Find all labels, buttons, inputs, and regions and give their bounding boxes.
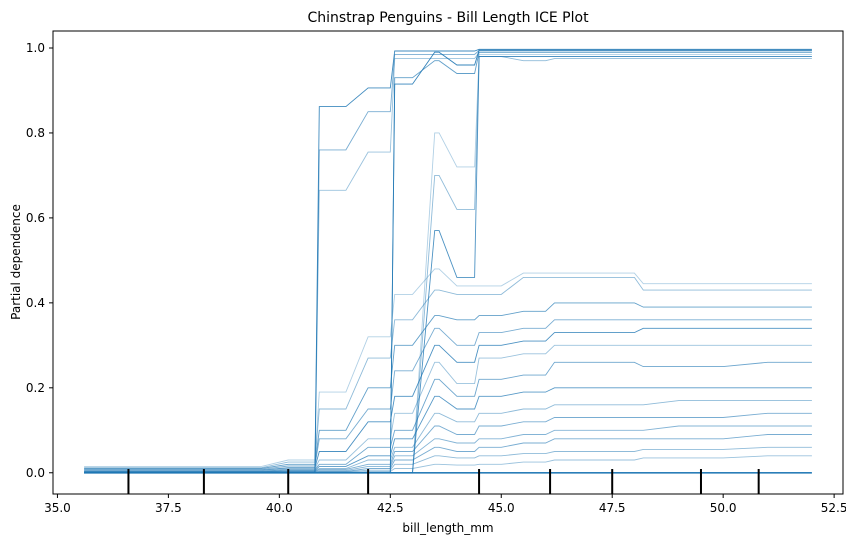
y-axis-label: Partial dependence	[9, 204, 23, 320]
ice-line	[84, 56, 812, 474]
ice-line	[84, 412, 812, 473]
ice-line	[84, 53, 812, 474]
x-tick-label: 40.0	[266, 501, 293, 515]
x-tick-label: 35.0	[44, 501, 71, 515]
ice-line	[84, 268, 812, 467]
ice-line	[84, 302, 812, 469]
y-tick-label: 1.0	[26, 41, 45, 55]
x-tick-label: 52.5	[821, 501, 846, 515]
plot-area-frame	[52, 30, 844, 495]
ice-lines-group	[84, 48, 812, 474]
ice-line	[84, 48, 812, 474]
ice-line	[84, 56, 812, 474]
x-tick-label: 37.5	[155, 501, 182, 515]
y-tick-label: 0.4	[26, 296, 45, 310]
y-tick-label: 0.2	[26, 381, 45, 395]
x-tick-label: 47.5	[599, 501, 626, 515]
ice-line	[84, 361, 812, 472]
x-axis-label: bill_length_mm	[402, 521, 493, 535]
y-tick-label: 0.8	[26, 126, 45, 140]
ice-line	[84, 434, 812, 474]
ice-line	[84, 319, 812, 470]
x-tick-label: 50.0	[710, 501, 737, 515]
x-tick-label: 42.5	[377, 501, 404, 515]
y-axis: 0.0 0.2 0.4 0.6 0.8 1.0	[26, 41, 53, 480]
ice-line	[84, 51, 812, 474]
ice-line	[84, 276, 812, 469]
x-axis: 35.0 37.5 40.0 42.5 45.0 47.5 50.0 52.5	[44, 494, 846, 515]
rug-ticks-group	[127, 469, 760, 494]
y-tick-label: 0.6	[26, 211, 45, 225]
ice-line	[84, 327, 812, 471]
x-tick-label: 45.0	[488, 501, 515, 515]
y-tick-label: 0.0	[26, 466, 45, 480]
ice-line	[84, 50, 812, 474]
ice-line	[84, 344, 812, 472]
ice-line	[84, 49, 812, 474]
ice-line	[84, 51, 812, 474]
chart-title: Chinstrap Penguins - Bill Length ICE Plo…	[307, 10, 589, 26]
ice-line	[84, 400, 812, 473]
